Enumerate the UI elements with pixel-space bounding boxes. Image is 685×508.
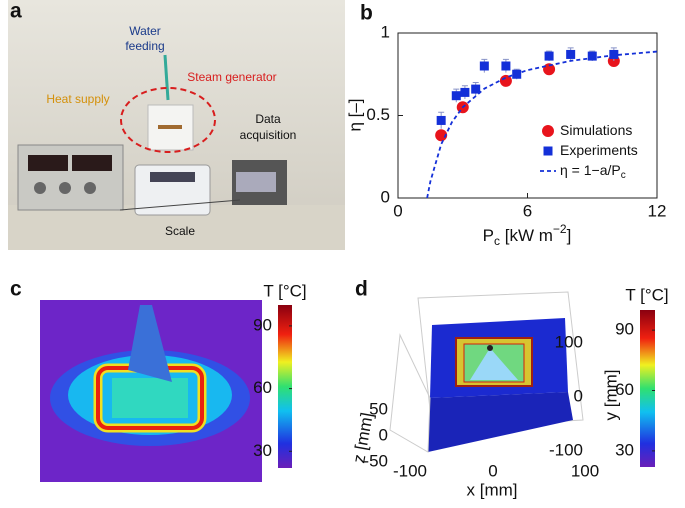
thermal-image bbox=[40, 300, 262, 482]
x-axis-label: Pc [kW m−2] bbox=[483, 222, 572, 248]
marker bbox=[587, 51, 597, 61]
marker bbox=[543, 63, 556, 76]
x-tick-label: -100 bbox=[393, 461, 427, 480]
legend-text: η = 1−a/P bbox=[560, 162, 621, 178]
annotation: Scale bbox=[165, 224, 195, 238]
marker bbox=[501, 61, 511, 71]
marker bbox=[544, 51, 554, 61]
y-tick-label: 100 bbox=[555, 332, 583, 351]
legend-label: Simulations bbox=[560, 122, 632, 138]
z-tick-label: 0 bbox=[379, 425, 388, 444]
legend-text: c bbox=[621, 170, 626, 181]
marker bbox=[479, 61, 489, 71]
y-tick-label: 1 bbox=[381, 22, 390, 41]
x-label-part: c bbox=[494, 234, 500, 248]
x-axis-label: x [mm] bbox=[467, 480, 518, 499]
y-tick-label: 0 bbox=[574, 386, 583, 405]
legend-text: Simulations bbox=[560, 122, 632, 138]
y-axis-label: y [mm] bbox=[601, 370, 620, 421]
x-label-part: ] bbox=[567, 226, 572, 245]
photo bbox=[8, 0, 345, 250]
panel-letter: d bbox=[355, 278, 368, 301]
legend-text: Experiments bbox=[560, 142, 638, 158]
panel-letter: a bbox=[10, 0, 22, 23]
marker bbox=[499, 74, 512, 87]
marker bbox=[436, 115, 446, 125]
colorbar-tick-label: 60 bbox=[615, 380, 634, 399]
model-3d bbox=[389, 291, 584, 453]
colorbar bbox=[278, 305, 292, 468]
x-tick-label: 0 bbox=[393, 201, 402, 220]
annotation: Steam generator bbox=[187, 70, 276, 84]
fit-line bbox=[426, 50, 658, 199]
annotation: Heat supply bbox=[46, 92, 109, 106]
y-tick-label: 0 bbox=[381, 187, 390, 206]
x-label-part: −2 bbox=[553, 222, 567, 236]
legend-swatch bbox=[542, 125, 554, 137]
marker bbox=[471, 84, 481, 94]
x-tick-label: 100 bbox=[571, 461, 599, 480]
x-tick-label: 6 bbox=[523, 201, 532, 220]
x-label-part: [kW m bbox=[500, 226, 553, 245]
marker bbox=[435, 129, 448, 142]
colorbar-label: T [°C] bbox=[263, 281, 306, 300]
legend-swatch bbox=[543, 146, 553, 156]
x-label-part: P bbox=[483, 226, 494, 245]
z-tick-label: -50 bbox=[363, 451, 388, 470]
panel-letter: c bbox=[10, 278, 22, 301]
annotation: feeding bbox=[125, 39, 164, 53]
colorbar-tick-label: 90 bbox=[253, 315, 272, 334]
marker bbox=[566, 49, 576, 59]
marker bbox=[451, 91, 461, 101]
x-tick-label: 12 bbox=[648, 201, 667, 220]
colorbar-tick-label: 30 bbox=[253, 441, 272, 460]
colorbar-tick-label: 30 bbox=[615, 440, 634, 459]
colorbar-label: T [°C] bbox=[625, 285, 668, 304]
legend-label: Experiments bbox=[560, 142, 638, 158]
z-tick-label: 50 bbox=[369, 399, 388, 418]
y-axis-label: η [–] bbox=[345, 98, 364, 131]
colorbar bbox=[640, 310, 655, 467]
colorbar-tick-label: 60 bbox=[253, 378, 272, 397]
colorbar-tick-label: 90 bbox=[615, 320, 634, 339]
x-tick-label: 0 bbox=[488, 461, 497, 480]
legend-label: η = 1−a/Pc bbox=[560, 162, 626, 181]
annotation: acquisition bbox=[240, 128, 297, 142]
marker bbox=[460, 87, 470, 97]
annotation: Water bbox=[129, 24, 161, 38]
y-tick-label: 0.5 bbox=[366, 105, 390, 124]
annotation: Data bbox=[255, 112, 281, 126]
panel-letter: b bbox=[360, 2, 373, 25]
y-tick-label: -100 bbox=[549, 440, 583, 459]
